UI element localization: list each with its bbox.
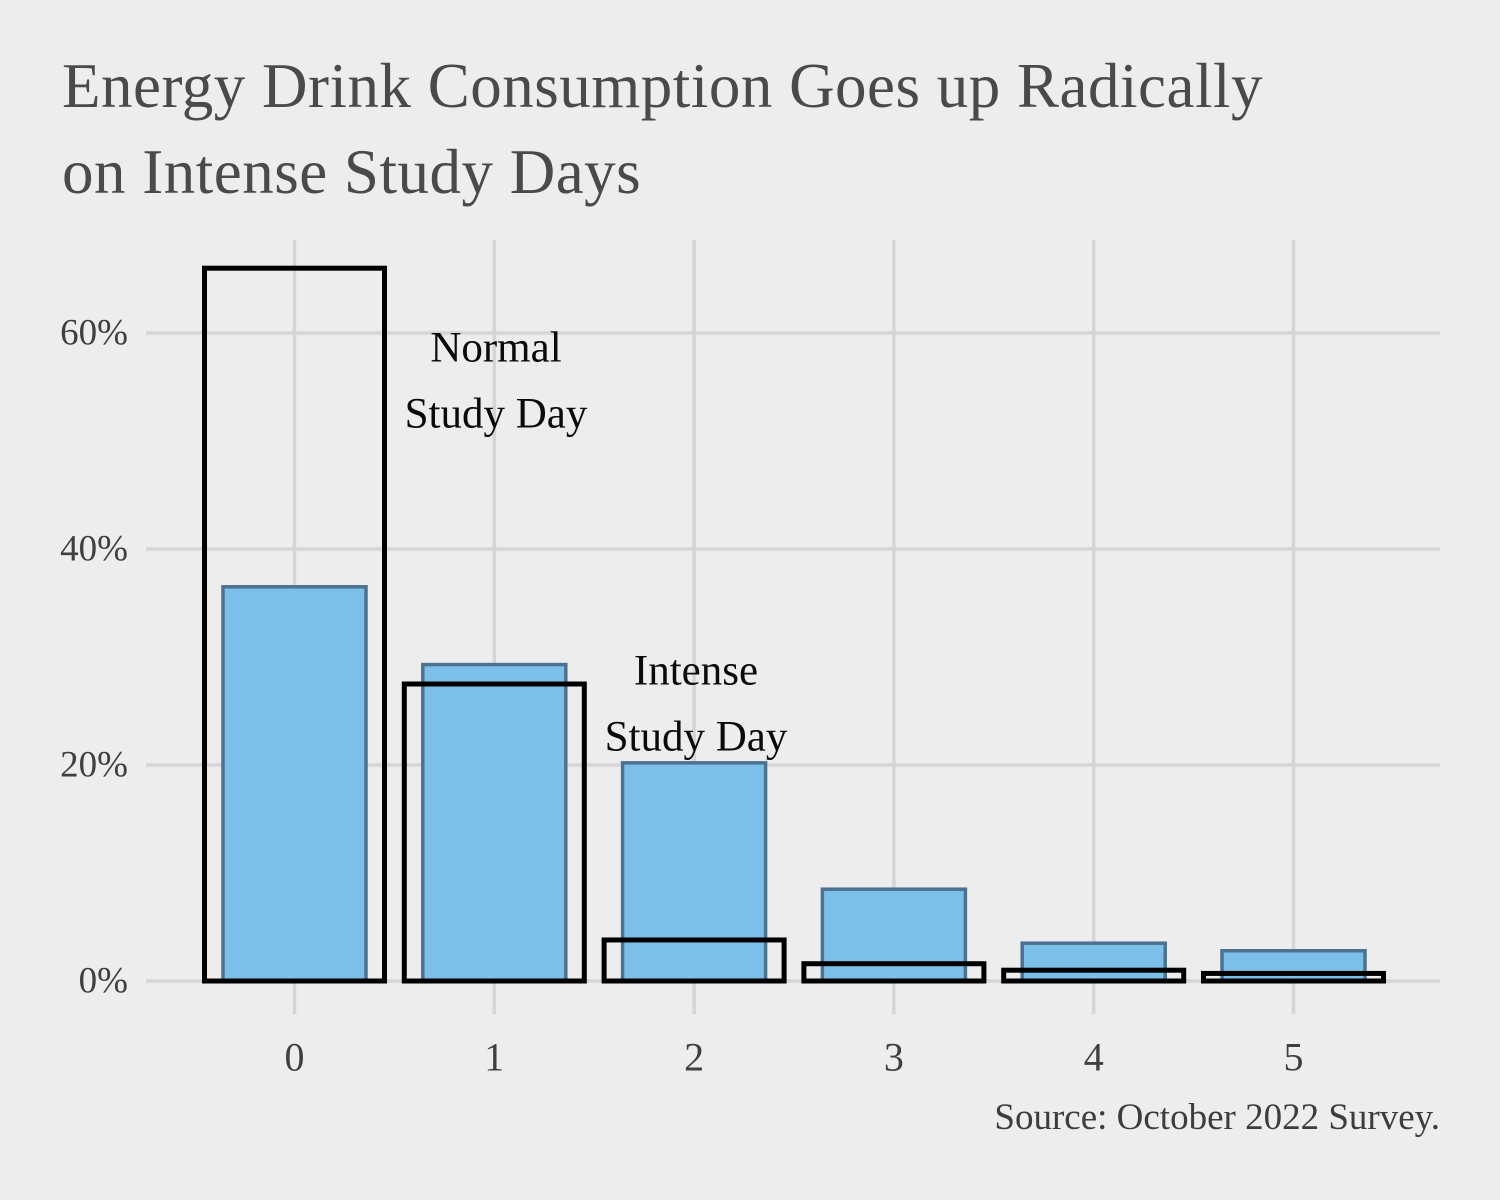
x-tick-label-4: 4: [1084, 1035, 1104, 1080]
x-tick-label-3: 3: [884, 1035, 904, 1080]
chart-title: Energy Drink Consumption Goes up Radical…: [62, 44, 1462, 215]
y-tick-label-0: 0%: [79, 961, 128, 1002]
series-annotation-0-line-0: Normal: [430, 325, 561, 372]
bar-normal-2: [601, 937, 787, 984]
chart-title-line-1: Energy Drink Consumption Goes up Radical…: [62, 51, 1263, 121]
bar-normal-5: [1201, 970, 1386, 984]
x-tick-label-5: 5: [1284, 1035, 1304, 1080]
bar-normal-4: [1001, 967, 1187, 984]
x-tick-label-1: 1: [484, 1035, 504, 1080]
series-annotation-1-line-0: Intense: [634, 648, 758, 695]
bar-intense-2: [620, 761, 768, 983]
y-tick-label-1: 20%: [60, 745, 128, 786]
bar-normal-1: [401, 681, 587, 984]
bar-intense-3: [820, 887, 968, 983]
series-annotation-1-line-1: Study Day: [605, 714, 788, 761]
bar-normal-0: [202, 265, 387, 984]
x-tick-label-2: 2: [684, 1035, 704, 1080]
y-tick-label-2: 40%: [60, 529, 128, 570]
bar-intense-5: [1220, 949, 1367, 983]
series-annotation-0-line-1: Study Day: [405, 391, 588, 438]
x-tick-label-0: 0: [285, 1035, 305, 1080]
source-note: Source: October 2022 Survey.: [994, 1097, 1440, 1138]
chart-title-line-2: on Intense Study Days: [62, 136, 642, 207]
bar-intense-0: [221, 585, 368, 983]
bar-intense-1: [421, 662, 568, 983]
bar-intense-4: [1020, 941, 1167, 983]
bar-normal-3: [801, 961, 987, 984]
y-tick-label-3: 60%: [60, 313, 128, 354]
